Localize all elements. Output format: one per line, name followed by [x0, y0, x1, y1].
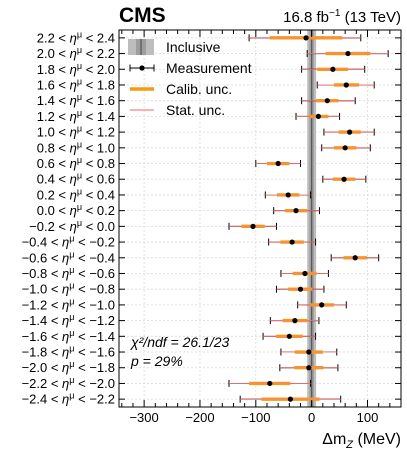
y-category-label: 0.6 < ημ < 0.8	[37, 155, 115, 171]
y-category-label: −0.4 < ημ < −0.2	[22, 234, 115, 250]
measurement-point	[292, 318, 298, 324]
data-point-group	[316, 81, 375, 89]
data-point-group	[330, 254, 380, 262]
data-point-group	[280, 269, 329, 277]
measurement-point	[306, 349, 312, 355]
data-point-group	[268, 238, 317, 246]
measurement-point	[289, 239, 295, 245]
y-category-label: −2.2 < ημ < −2.0	[22, 375, 115, 391]
x-axis-label: ΔmZ (MeV)	[322, 431, 401, 451]
y-category-label: 0.0 < ημ < 0.2	[37, 202, 115, 218]
y-category-label: −2.4 < ημ < −2.2	[22, 391, 115, 407]
y-category-label: −0.6 < ημ < −0.4	[22, 249, 115, 265]
measurement-point	[286, 333, 292, 339]
y-category-label: 2.2 < ημ < 2.4	[37, 29, 115, 45]
y-category-label: 1.8 < ημ < 2.0	[37, 61, 115, 77]
measurement-point	[345, 50, 351, 57]
data-point-group	[279, 364, 339, 372]
measurement-point	[330, 66, 336, 72]
legend-label-calib: Calib. unc.	[166, 81, 232, 97]
measurement-point	[306, 365, 312, 371]
measurement-point	[319, 302, 325, 308]
y-category-label: 1.4 < ημ < 1.6	[37, 92, 115, 108]
data-point-group	[264, 191, 312, 199]
measurement-point	[341, 176, 347, 182]
luminosity-label: 16.8 fb−1 (13 TeV)	[283, 8, 401, 26]
measurement-point	[347, 129, 353, 135]
measurement-point	[287, 396, 294, 402]
x-tick-label: −200	[185, 410, 214, 425]
measurement-point	[275, 160, 281, 167]
measurement-point	[293, 208, 299, 214]
chi2-annotation: χ²/ndf = 26.1/23	[129, 334, 230, 350]
data-point-group	[306, 50, 389, 58]
measurement-point	[285, 192, 291, 198]
measurement-point	[297, 286, 304, 292]
data-point-group	[255, 160, 301, 168]
data-point-group	[322, 175, 367, 183]
p-value-annotation: p = 29%	[130, 353, 183, 369]
data-point-group	[323, 128, 375, 136]
data-point-group	[301, 65, 366, 73]
data-point-group	[248, 34, 362, 42]
y-category-label: 0.4 < ημ < 0.6	[37, 171, 115, 187]
measurement-point	[352, 255, 358, 261]
measurement-point	[250, 223, 256, 229]
data-point-group	[269, 317, 320, 325]
x-tick-label: −100	[241, 410, 270, 425]
y-category-label: −1.4 < ημ < −1.2	[22, 312, 115, 328]
data-point-group	[228, 222, 277, 230]
y-category-label: −0.8 < ημ < −0.6	[22, 265, 115, 281]
data-point-group	[239, 395, 342, 403]
measurement-point	[342, 145, 348, 151]
y-category-label: 0.2 < ημ < 0.4	[37, 186, 115, 202]
measurement-point	[302, 270, 308, 277]
measurement-point	[267, 380, 273, 387]
data-point-group	[273, 207, 320, 215]
legend: Inclusive Measurement Calib. unc. Stat. unc…	[128, 39, 252, 118]
measurement-point	[315, 113, 321, 119]
x-tick-label: 0	[308, 410, 315, 425]
data-point-group	[321, 144, 371, 152]
y-category-label: 1.6 < ημ < 1.8	[37, 76, 115, 92]
data-point-group	[301, 97, 356, 105]
legend-label-measurement: Measurement	[166, 60, 252, 76]
data-point-group	[275, 285, 325, 293]
y-category-label: 2.0 < ημ < 2.2	[37, 45, 115, 61]
y-category-label: 1.0 < ημ < 1.2	[37, 124, 115, 140]
y-category-label: −2.0 < ημ < −1.8	[22, 359, 115, 375]
data-point-group	[297, 301, 347, 309]
y-category-label: 0.8 < ημ < 1.0	[37, 139, 115, 155]
y-category-label: −1.0 < ημ < −0.8	[22, 281, 115, 297]
legend-swatch-measurement-dot	[139, 65, 145, 71]
x-tick-label: −300	[129, 410, 158, 425]
experiment-label: CMS	[119, 4, 166, 27]
measurement-point	[324, 98, 330, 104]
data-point-group	[295, 112, 341, 120]
data-point-group	[262, 332, 317, 340]
plot-area	[119, 30, 401, 407]
measurement-point	[343, 82, 349, 88]
y-category-label: −0.2 < ημ < 0.0	[29, 218, 115, 234]
y-category-label: 1.2 < ημ < 1.4	[37, 108, 115, 124]
data-point-group	[280, 348, 338, 356]
y-category-label: −1.2 < ημ < −1.0	[22, 296, 115, 312]
data-point-group	[228, 379, 312, 387]
plot-frame	[118, 29, 402, 408]
y-category-label: −1.6 < ημ < −1.4	[22, 328, 115, 344]
x-tick-label: 100	[357, 410, 379, 425]
measurement-point	[303, 35, 309, 41]
legend-label-inclusive: Inclusive	[166, 39, 221, 55]
y-category-label: −1.8 < ημ < −1.6	[22, 344, 115, 360]
legend-label-stat: Stat. unc.	[166, 102, 225, 118]
